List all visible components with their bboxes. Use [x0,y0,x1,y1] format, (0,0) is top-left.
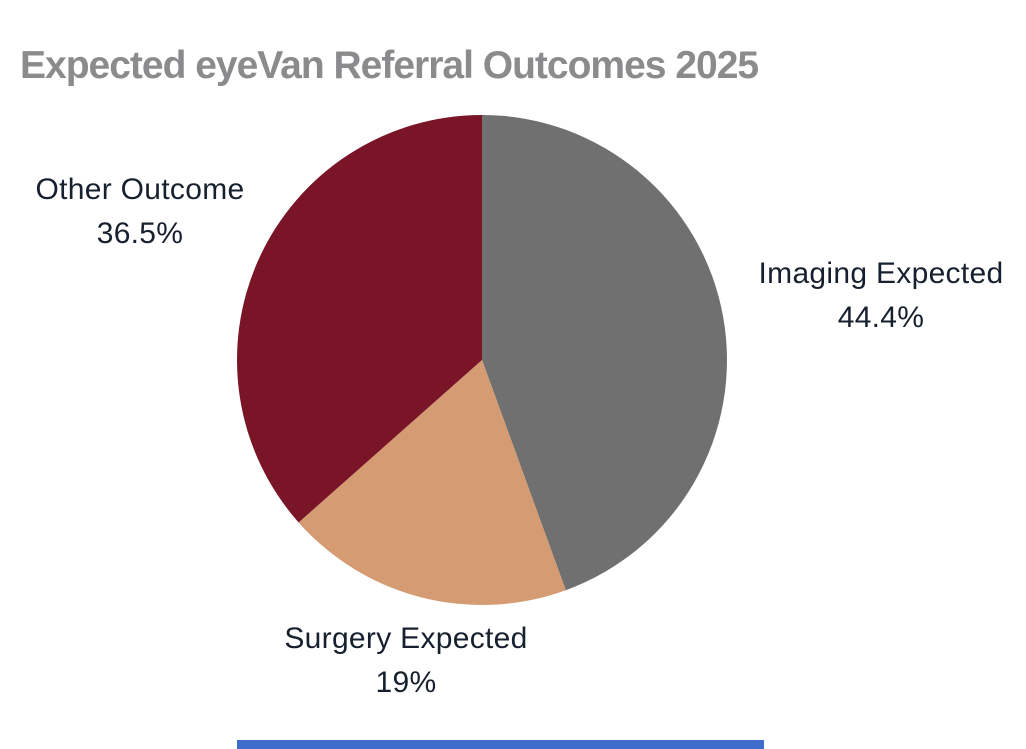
slice-label-other-outcome: Other Outcome 36.5% [0,168,285,256]
slice-label-surgery-expected: Surgery Expected 19% [261,617,551,705]
slice-label-text: Surgery Expected [284,622,528,655]
slice-label-text: Other Outcome [35,173,245,206]
pie-slice-other-outcome [237,115,482,523]
slice-label-text: Imaging Expected [758,257,1004,290]
horizontal-scrollbar-thumb[interactable] [237,740,764,749]
slice-percentage: 36.5% [96,217,184,250]
slice-label-imaging-expected: Imaging Expected 44.4% [736,252,1026,340]
pie-slice-surgery-expected [298,360,566,605]
pie-slice-imaging-expected [482,115,727,591]
chart-title: Expected eyeVan Referral Outcomes 2025 [20,44,759,87]
slice-percentage: 44.4% [837,301,925,334]
slice-percentage: 19% [375,666,437,699]
